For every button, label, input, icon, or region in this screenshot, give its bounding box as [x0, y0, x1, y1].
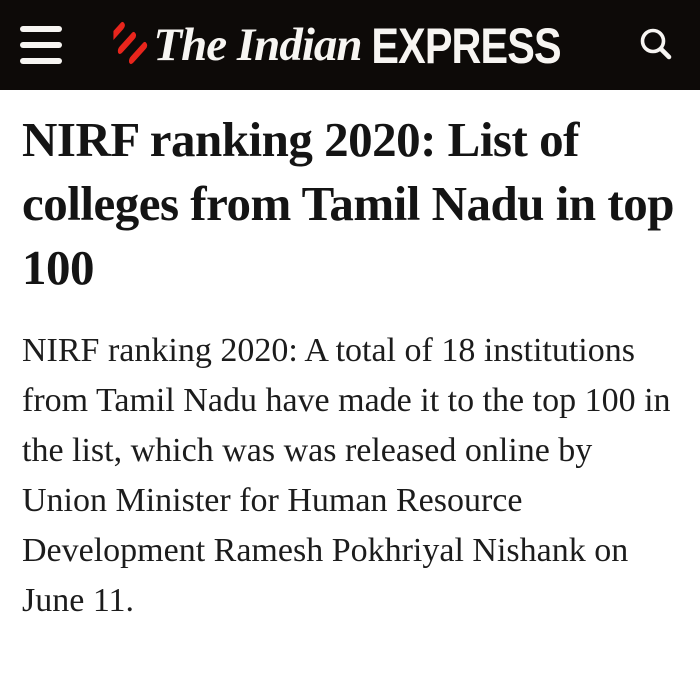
search-icon [640, 28, 672, 60]
search-button[interactable] [632, 17, 680, 73]
hamburger-menu-icon [20, 26, 62, 32]
logo-text-express: EXPRESS [371, 16, 562, 74]
article-headline: NIRF ranking 2020: List of colleges from… [22, 112, 674, 295]
flame-icon [113, 21, 148, 65]
hamburger-menu-icon [20, 42, 62, 48]
logo-text-the-indian: The Indian [153, 18, 362, 71]
menu-button[interactable] [20, 17, 64, 73]
article-body: NIRF ranking 2020: List of colleges from… [0, 90, 700, 626]
article-summary: NIRF ranking 2020: A total of 18 institu… [22, 332, 671, 619]
hamburger-menu-icon [20, 58, 62, 64]
brand-logo[interactable]: The Indian EXPRESS [113, 20, 586, 70]
app-header: The Indian EXPRESS [0, 0, 700, 90]
